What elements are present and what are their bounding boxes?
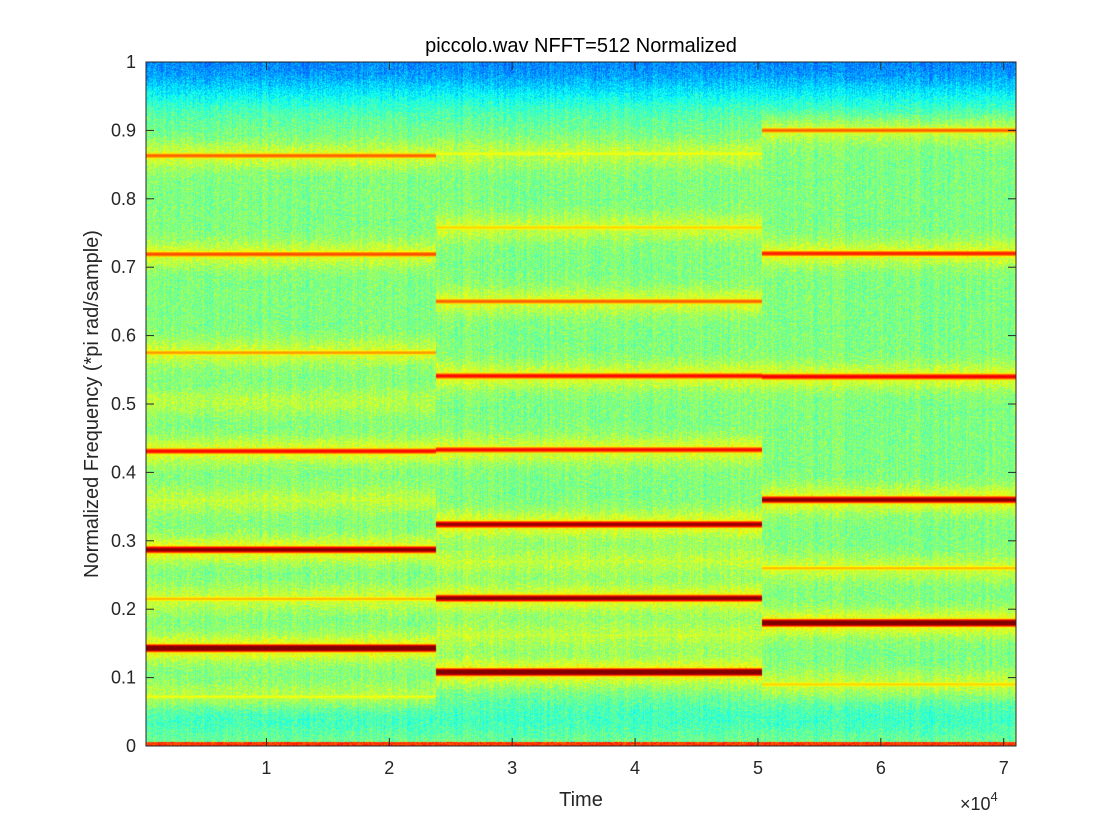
y-tick-label: 1: [126, 52, 136, 72]
y-tick-label: 0.8: [111, 189, 136, 209]
y-tick-label: 0.6: [111, 326, 136, 346]
x-axis-exponent: ×104: [960, 789, 998, 814]
y-tick-label: 0.2: [111, 599, 136, 619]
chart-title: piccolo.wav NFFT=512 Normalized: [425, 35, 737, 57]
y-tick-label: 0: [126, 736, 136, 756]
plot-area: [145, 61, 1017, 747]
x-tick-label: 2: [384, 758, 394, 778]
spectrogram-image: [146, 62, 1016, 746]
y-tick-label: 0.3: [111, 531, 136, 551]
y-tick-label: 0.5: [111, 394, 136, 414]
y-tick-label: 0.1: [111, 668, 136, 688]
x-exponent-base: ×10: [960, 794, 991, 814]
y-tick-label: 0.7: [111, 257, 136, 277]
y-tick-label: 0.4: [111, 462, 136, 482]
x-tick-label: 6: [876, 758, 886, 778]
x-tick-label: 5: [753, 758, 763, 778]
svg-text:×104: ×104: [960, 789, 998, 814]
y-axis: 0 0.1 0.2 0.3 0.4 0.5 0.6 0.7 0.8 0.9 1: [111, 52, 1016, 756]
y-axis-label: Normalized Frequency (*pi rad/sample): [81, 230, 103, 578]
x-axis-label: Time: [559, 789, 603, 811]
x-exponent-power: 4: [991, 789, 998, 804]
y-tick-label: 0.9: [111, 120, 136, 140]
x-axis: 1 2 3 4 5 6 7: [261, 62, 1009, 778]
x-tick-label: 4: [630, 758, 640, 778]
x-tick-label: 1: [261, 758, 271, 778]
x-tick-label: 7: [999, 758, 1009, 778]
x-tick-label: 3: [507, 758, 517, 778]
